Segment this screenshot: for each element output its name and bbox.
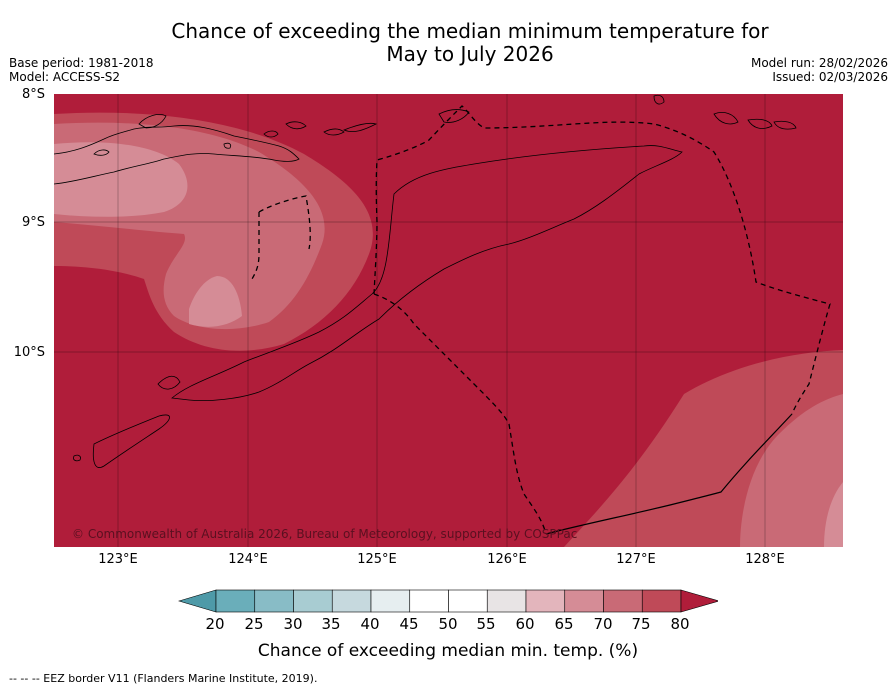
colorbar-extend-high [680, 589, 718, 613]
forecast-map: © Commonwealth of Australia 2026, Bureau… [54, 94, 843, 547]
copyright-notice: © Commonwealth of Australia 2026, Bureau… [72, 527, 577, 541]
meta-right: Model run: 28/02/2026 Issued: 02/03/2026 [751, 56, 888, 84]
colorbar-segment [293, 589, 333, 613]
title-line-1: Chance of exceeding the median minimum t… [171, 19, 769, 43]
colorbar-tick: 25 [244, 615, 264, 633]
colorbar-segment [486, 589, 527, 613]
map-title: Chance of exceeding the median minimum t… [0, 20, 896, 66]
colorbar-tick: 20 [205, 615, 225, 633]
probability-65-70-region-west [54, 142, 188, 217]
eez-legend-note: -- -- -- EEZ border V11 (Flanders Marine… [9, 672, 318, 685]
colorbar-tick: 40 [360, 615, 380, 633]
lon-label-127e: 127°E [616, 552, 656, 567]
colorbar-segment [448, 589, 488, 613]
base-period: Base period: 1981-2018 [9, 56, 154, 70]
lat-label-10s: 10°S [13, 345, 45, 360]
colorbar [178, 589, 718, 613]
graticule [54, 94, 843, 547]
eez-border [251, 105, 831, 535]
colorbar-segment [525, 589, 566, 613]
colorbar-tick: 70 [593, 615, 613, 633]
colorbar-tick: 65 [554, 615, 574, 633]
model-run: Model run: 28/02/2026 [750, 56, 888, 70]
colorbar-segment [564, 589, 604, 613]
title-line-2: May to July 2026 [386, 42, 554, 66]
colorbar-tick: 75 [631, 615, 651, 633]
lon-label-123e: 123°E [98, 552, 138, 567]
colorbar-segment [370, 589, 411, 613]
lon-label-124e: 124°E [228, 552, 268, 567]
coastlines [54, 94, 797, 468]
issued-date: Issued: 02/03/2026 [772, 70, 888, 84]
timor-island-coast [171, 145, 683, 402]
probability-65-70-region-southeast [824, 482, 843, 547]
lon-label-126e: 126°E [487, 552, 527, 567]
wetar-island-coast [438, 109, 470, 123]
colorbar-extend-low [178, 589, 217, 613]
eez-border-solid [545, 413, 793, 535]
lon-label-125e: 125°E [357, 552, 397, 567]
lat-label-8s: 8°S [21, 87, 45, 102]
colorbar-segment [254, 589, 294, 613]
model-name: Model: ACCESS-S2 [9, 70, 121, 84]
colorbar-tick: 50 [438, 615, 458, 633]
colorbar-segment [603, 589, 643, 613]
colorbar-tick: 35 [321, 615, 341, 633]
colorbar-tick: 55 [476, 615, 496, 633]
lat-label-9s: 9°S [21, 215, 45, 230]
colorbar-segment [409, 589, 449, 613]
colorbar-tick: 30 [283, 615, 303, 633]
colorbar-tick: 80 [670, 615, 690, 633]
colorbar-tick: 45 [399, 615, 419, 633]
meta-left: Base period: 1981-2018 Model: ACCESS-S2 [9, 56, 154, 84]
lon-label-128e: 128°E [745, 552, 785, 567]
colorbar-label: Chance of exceeding median min. temp. (%… [257, 641, 639, 661]
flores-island-coast [54, 125, 300, 185]
probability-70-75-region-southeast [740, 394, 843, 547]
colorbar-segment [641, 589, 682, 613]
colorbar-segment [331, 589, 372, 613]
probability-65-70-region-south [189, 276, 242, 327]
colorbar-tick: 60 [515, 615, 535, 633]
colorbar-segment [215, 589, 256, 613]
